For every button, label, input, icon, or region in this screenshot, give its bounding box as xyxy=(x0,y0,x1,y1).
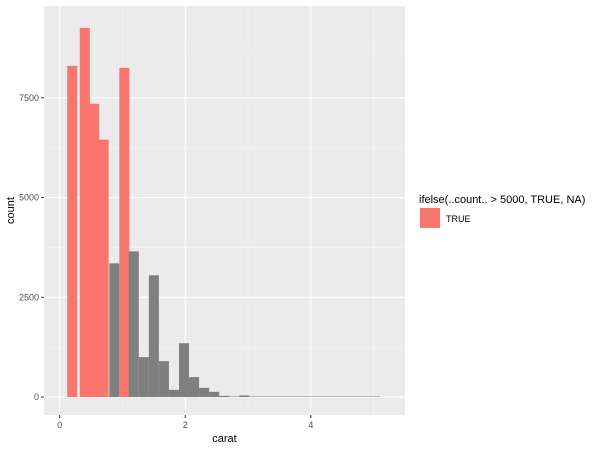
x-tick-label: 2 xyxy=(183,420,188,430)
histogram-bar-28 xyxy=(349,396,360,398)
histogram-bar-9 xyxy=(158,361,169,398)
legend-title: ifelse(..count.. > 5000, TRUE, NA) xyxy=(419,194,585,206)
legend-key-true xyxy=(420,208,440,228)
histogram-bar-22 xyxy=(289,396,300,398)
y-axis-title: count xyxy=(5,197,17,224)
histogram-bar-24 xyxy=(309,396,320,398)
histogram-bar-4 xyxy=(109,263,120,398)
histogram-bar-27 xyxy=(339,396,350,398)
histogram-bar-26 xyxy=(329,396,340,398)
histogram-bar-20 xyxy=(269,396,280,398)
x-tick-label: 4 xyxy=(308,420,313,430)
histogram-bar-14 xyxy=(209,391,220,398)
histogram-bar-17 xyxy=(239,395,250,398)
histogram-bar-11 xyxy=(178,343,190,398)
histogram-bar-1 xyxy=(79,27,90,398)
histogram-bar-8 xyxy=(148,275,159,398)
legend-label-true: TRUE xyxy=(446,214,471,224)
x-tick-label: 0 xyxy=(57,420,62,430)
x-axis: 0 2 4 xyxy=(57,415,313,430)
histogram-bar-18 xyxy=(249,396,260,398)
histogram-bar-21 xyxy=(279,396,290,398)
y-tick-label: 5000 xyxy=(19,193,39,203)
histogram-bar-29 xyxy=(359,396,370,398)
x-axis-title: carat xyxy=(212,433,236,445)
histogram-bar-10 xyxy=(168,389,179,398)
histogram-bars xyxy=(67,27,380,398)
histogram-bar-2 xyxy=(89,103,100,398)
histogram-bar-19 xyxy=(259,396,270,398)
histogram-bar-5 xyxy=(119,67,130,398)
histogram-bar-6 xyxy=(128,251,139,398)
y-tick-label: 0 xyxy=(34,392,39,402)
legend: ifelse(..count.. > 5000, TRUE, NA) TRUE xyxy=(419,194,585,228)
histogram-bar-3 xyxy=(98,139,109,398)
y-axis: 0 2500 5000 7500 xyxy=(19,93,44,402)
histogram-bar-25 xyxy=(319,396,330,398)
histogram-bar-0 xyxy=(67,65,78,398)
histogram-bar-30 xyxy=(369,396,380,398)
histogram-bar-23 xyxy=(299,396,310,398)
histogram-bar-15 xyxy=(219,395,230,398)
y-tick-label: 7500 xyxy=(19,93,39,103)
histogram-bar-16 xyxy=(229,396,240,398)
histogram-bar-7 xyxy=(138,357,149,398)
y-tick-label: 2500 xyxy=(19,292,39,302)
histogram-bar-13 xyxy=(199,387,210,398)
histogram-bar-12 xyxy=(189,377,200,398)
